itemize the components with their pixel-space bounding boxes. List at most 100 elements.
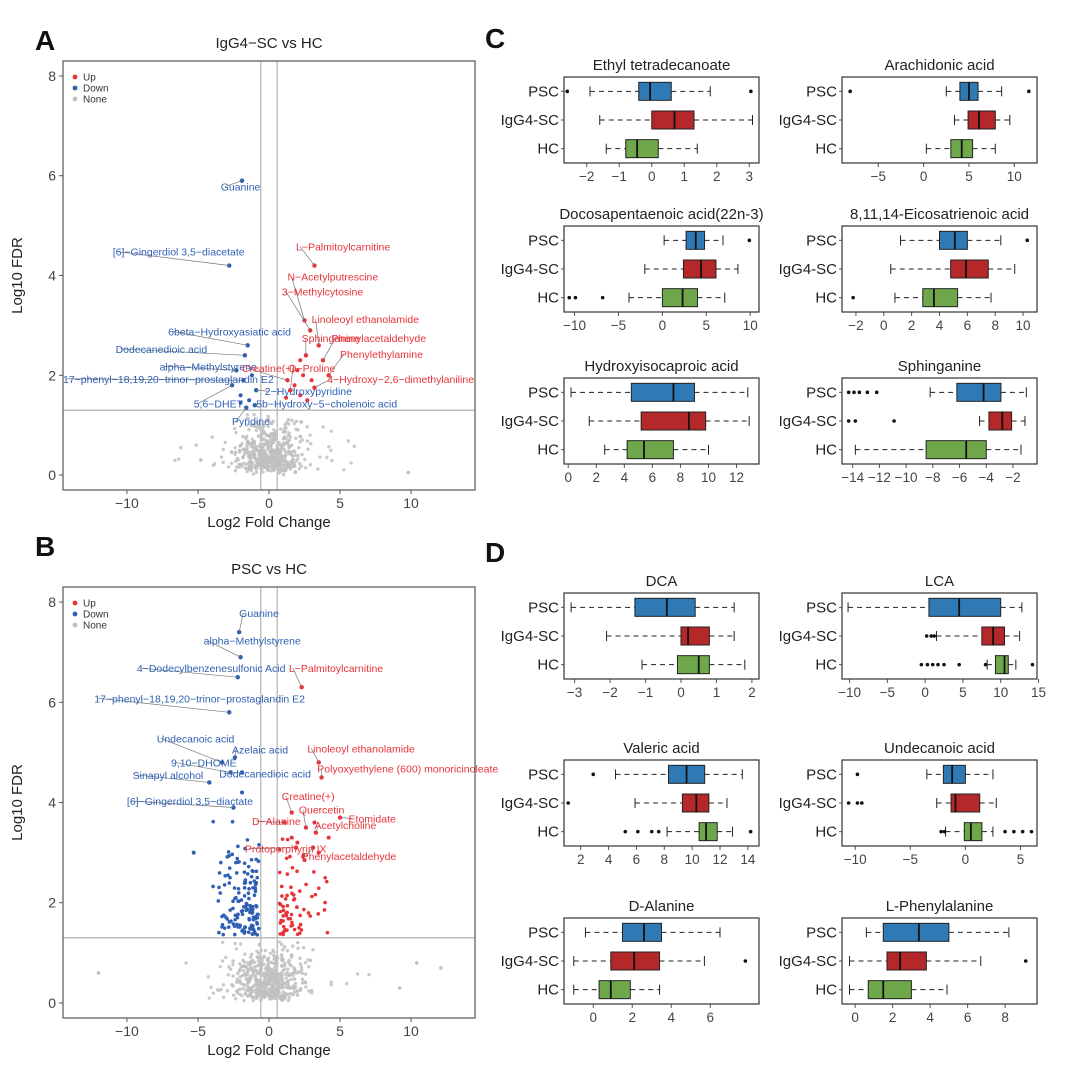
point-none [269, 462, 273, 466]
boxplot-d2: LCA PSC IgG4-SC HC−10 −5 0 5 10 15 [779, 573, 1046, 700]
y-tick-label: 2 [48, 895, 56, 911]
group-label-igg4-sc: IgG4-SC [779, 261, 838, 278]
point-none [240, 455, 245, 460]
point-none [255, 425, 259, 429]
point-none [281, 990, 286, 994]
x-tick-label: −10 [115, 495, 139, 511]
point-none [199, 458, 203, 462]
x-axis-label: Log2 Fold Change [207, 1042, 330, 1059]
point-up [313, 892, 318, 897]
point-down [252, 879, 257, 883]
x-tick-label: −5 [871, 169, 886, 184]
point-none [344, 981, 349, 986]
point-down [248, 903, 252, 908]
point-none [248, 955, 253, 959]
label-leader-line [98, 697, 230, 713]
boxplot-title: D-Alanine [629, 898, 695, 915]
point-down [217, 885, 221, 890]
x-tick-label: 5 [336, 1023, 344, 1039]
outlier-point [623, 829, 628, 834]
box-hc [598, 980, 631, 1000]
point-down [245, 838, 250, 842]
point-up [289, 835, 294, 840]
point-up [310, 894, 314, 899]
point-none [269, 447, 274, 451]
point-none [206, 975, 211, 979]
metabolite-label-down: Dodecanedioic acid [116, 344, 208, 356]
label-leader-line [315, 824, 319, 833]
point-none [261, 453, 265, 457]
point-down [250, 869, 255, 873]
point-up [308, 914, 313, 918]
boxplot-title: Docosapentaenoic acid(22n-3) [559, 206, 763, 223]
point-up [283, 927, 287, 932]
volcano-title: IgG4−SC vs HC [215, 35, 322, 52]
group-label-igg4-sc: IgG4-SC [501, 112, 560, 129]
outlier-point [942, 662, 946, 667]
legend-marker [72, 85, 78, 91]
point-none [252, 452, 256, 456]
point-none [286, 986, 290, 990]
point-none [230, 450, 234, 455]
point-down [242, 894, 247, 898]
box-hc [676, 655, 710, 675]
point-down [247, 917, 252, 922]
x-tick-label: 0 [962, 852, 970, 867]
point-none [266, 417, 271, 421]
point-down [250, 932, 255, 936]
boxplot-d1: D DCA PSC IgG4-SC HC −3 −2 −1 0 1 2 [485, 537, 760, 700]
point-up [316, 886, 321, 890]
point-none [255, 949, 259, 953]
x-tick-label: 4 [605, 852, 613, 867]
point-none [304, 466, 308, 470]
point-none [346, 439, 351, 443]
point-up [299, 928, 304, 932]
point-none [247, 977, 252, 981]
x-tick-label: 1 [713, 685, 721, 700]
x-tick-label: −5 [611, 318, 626, 333]
label-leader-line [256, 389, 269, 392]
point-down [226, 850, 231, 854]
point-none [266, 445, 270, 449]
metabolite-label-down: Guanine [221, 182, 261, 194]
point-none [283, 429, 288, 434]
outlier-point [919, 662, 924, 667]
point-none [245, 960, 250, 965]
boxplot-c6: Sphinganine PSC IgG4-SC HC −14 −12 −10 −8 −6 −4 −2 [779, 358, 1038, 485]
point-none [242, 452, 247, 456]
x-tick-label: −1 [638, 685, 653, 700]
label-leader-line [291, 276, 305, 321]
point-none [233, 446, 237, 450]
point-none [243, 436, 248, 440]
point-none [294, 427, 298, 431]
point-up [280, 837, 285, 841]
label-leader-line [289, 367, 294, 391]
box-hc [994, 655, 1009, 675]
outlier-point [846, 801, 851, 805]
point-none [234, 465, 239, 469]
point-none [263, 995, 267, 999]
point-none [243, 952, 247, 956]
point-none [246, 441, 250, 446]
point-none [229, 967, 233, 971]
point-none [218, 964, 222, 969]
point-none [309, 442, 313, 446]
point-down [233, 917, 237, 922]
metabolite-label-up: L−Palmitoylcarnitine [296, 242, 390, 254]
boxplot-title: Undecanoic acid [884, 740, 995, 757]
point-up [288, 388, 293, 393]
point-up [288, 854, 292, 859]
point-none [262, 971, 266, 975]
point-none [271, 468, 276, 473]
boxplot-title: Sphinganine [898, 358, 981, 375]
outlier-point [874, 390, 879, 395]
point-none [295, 989, 300, 993]
point-none [265, 976, 269, 981]
point-none [301, 946, 306, 950]
point-none [267, 966, 272, 970]
point-none [298, 462, 302, 466]
point-up [316, 850, 321, 855]
outlier-point [855, 772, 860, 777]
plot-frame [62, 60, 476, 491]
group-label-psc: PSC [528, 924, 559, 941]
